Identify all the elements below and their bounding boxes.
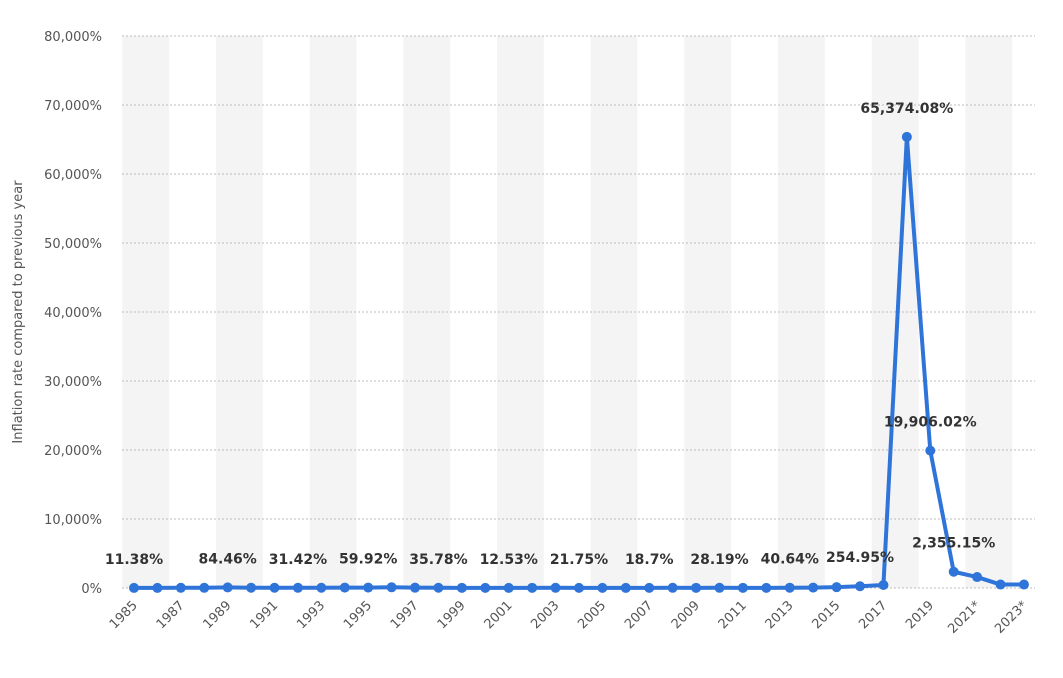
data-point — [901, 131, 912, 142]
data-point — [199, 582, 210, 593]
x-tick-label: 2013 — [763, 598, 797, 632]
background-band — [965, 36, 1013, 588]
data-point — [573, 582, 584, 593]
x-tick-label: 1985 — [107, 598, 141, 632]
data-point — [948, 566, 959, 577]
data-point — [152, 582, 163, 593]
x-tick-label: 1993 — [294, 598, 328, 632]
x-tick-label: 2007 — [622, 598, 656, 632]
y-tick-label: 0% — [81, 582, 102, 597]
data-point — [222, 582, 233, 593]
data-point — [292, 582, 303, 593]
data-point — [269, 582, 280, 593]
background-band — [309, 36, 357, 588]
data-point — [480, 582, 491, 593]
data-point — [503, 582, 514, 593]
data-label: 254.95% — [826, 550, 894, 566]
data-point — [410, 582, 421, 593]
data-point — [784, 582, 795, 593]
y-tick-label: 40,000% — [44, 306, 102, 321]
data-point — [175, 582, 186, 593]
data-point — [1018, 579, 1029, 590]
data-label: 19,906.02% — [884, 415, 977, 431]
data-label: 2,355.15% — [912, 536, 995, 552]
background-band — [778, 36, 825, 588]
x-tick-label: 2001 — [482, 598, 516, 632]
data-point — [597, 582, 608, 593]
data-point — [386, 582, 397, 593]
data-label: 35.78% — [409, 552, 467, 568]
y-tick-label: 60,000% — [44, 168, 102, 183]
data-label: 40.64% — [761, 552, 819, 568]
data-label: 21.75% — [550, 552, 608, 568]
data-point — [129, 582, 139, 593]
y-tick-label: 20,000% — [44, 444, 102, 459]
data-label: 18.7% — [625, 552, 674, 568]
data-point — [761, 582, 772, 593]
x-tick-label: 2023* — [992, 598, 1031, 637]
x-tick-label: 2005 — [575, 598, 609, 632]
x-tick-label: 1995 — [341, 598, 375, 632]
data-point — [972, 572, 983, 583]
y-tick-label: 80,000% — [44, 30, 102, 45]
data-point — [433, 582, 444, 593]
x-tick-label: 2003 — [528, 598, 562, 632]
data-label: 28.19% — [690, 552, 748, 568]
data-label: 65,374.08% — [860, 101, 953, 117]
data-point — [878, 579, 889, 590]
x-tick-label: 2021* — [945, 598, 984, 637]
data-point — [667, 582, 678, 593]
x-tick-label: 2019 — [903, 598, 937, 632]
data-point — [925, 445, 936, 456]
y-tick-label: 70,000% — [44, 99, 102, 114]
y-tick-label: 30,000% — [44, 375, 102, 390]
x-tick-label: 2017 — [856, 598, 890, 632]
data-label: 31.42% — [269, 552, 327, 568]
y-tick-label: 50,000% — [44, 237, 102, 252]
data-label: 11.38% — [105, 552, 163, 568]
x-tick-label: 2009 — [669, 598, 703, 632]
data-point — [714, 582, 725, 593]
x-tick-label: 2011 — [716, 598, 750, 632]
data-point — [246, 582, 257, 593]
data-label: 59.92% — [339, 552, 397, 568]
data-point — [527, 582, 538, 593]
data-point — [339, 582, 350, 593]
background-band — [497, 36, 544, 588]
data-point — [737, 582, 748, 593]
data-point — [620, 582, 631, 593]
x-tick-label: 1999 — [435, 598, 469, 632]
data-label: 84.46% — [199, 551, 257, 567]
x-tick-label: 1989 — [201, 598, 235, 632]
data-point — [808, 582, 819, 593]
data-point — [363, 582, 374, 593]
x-tick-label: 1991 — [247, 598, 281, 632]
data-point — [831, 582, 842, 593]
data-point — [855, 581, 866, 592]
data-point — [316, 582, 327, 593]
data-point — [691, 582, 702, 593]
data-point — [456, 582, 467, 593]
y-axis-label: Inflation rate compared to previous year — [11, 180, 26, 444]
data-point — [995, 579, 1006, 590]
data-point — [644, 582, 655, 593]
data-point — [550, 582, 561, 593]
x-tick-label: 2015 — [809, 598, 843, 632]
y-tick-label: 10,000% — [44, 513, 102, 528]
x-tick-label: 1997 — [388, 598, 422, 632]
data-label: 12.53% — [480, 552, 538, 568]
x-tick-label: 1987 — [154, 598, 188, 632]
